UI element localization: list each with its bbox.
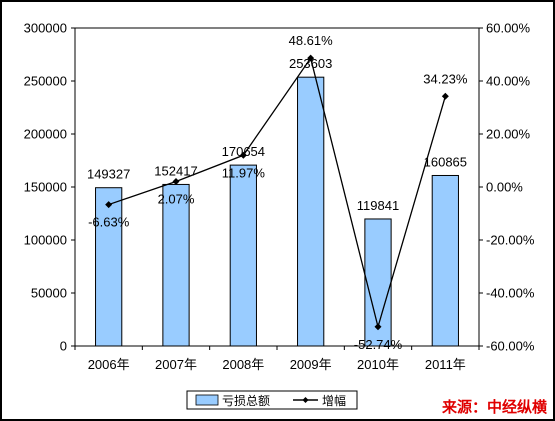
line-data-label: -6.63% [88,215,130,230]
line-data-label: 2.07% [158,192,195,207]
line-point [307,54,315,62]
x-axis-ticks: 2006年 2007年 2008年 2009年 2010年 2011年 [74,346,480,372]
bar [95,187,123,347]
right-tick-label: -60.00% [486,339,535,354]
bar-data-label: 149327 [87,167,130,182]
line-point [374,323,382,331]
bar-data-label: 253603 [289,56,332,71]
legend-line-marker [302,397,309,403]
bar-data-label: 152417 [154,163,197,178]
bar-data-label: 119841 [357,198,399,213]
legend: 亏损总额 增幅 [186,390,358,410]
line-data-label: 11.97% [222,165,266,180]
line-point [441,92,449,100]
left-tick-label: 200000 [24,127,67,142]
line-point [105,201,113,209]
bar [162,183,190,347]
left-tick-label: 250000 [24,74,67,89]
bar [229,164,257,347]
bar-series: 149327 152417 170654 253603 119841 160865 [87,56,467,347]
right-tick-label: -40.00% [486,286,535,301]
bar-data-label: 160865 [424,154,467,169]
line-point [172,178,180,186]
line-data-label: -52.74% [354,337,403,352]
x-tick-label: 2007年 [155,357,197,372]
line-point [239,151,247,159]
left-tick-label: 300000 [24,21,67,36]
line-data-label: 34.23% [423,71,468,86]
right-tick-label: 40.00% [486,74,531,89]
line-data-label: 48.61% [289,33,334,48]
right-tick-label: 20.00% [486,127,531,142]
x-tick-label: 2006年 [88,357,130,372]
left-tick-label: 150000 [24,180,67,195]
source-note: 来源：中经纵横 [441,398,547,416]
plot-area [74,27,480,347]
legend-bar-label: 亏损总额 [222,394,270,408]
left-tick-label: 0 [60,339,67,354]
bar [297,76,325,347]
x-tick-label: 2009年 [290,357,332,372]
legend-line-label: 增幅 [322,393,346,408]
x-tick-label: 2008年 [222,357,264,372]
x-tick-label: 2010年 [357,357,399,372]
x-tick-label: 2011年 [425,357,466,372]
right-tick-label: 0.00% [486,180,523,195]
right-tick-label: 60.00% [486,21,531,36]
bar [431,174,459,347]
right-axis-ticks: -60.00% -40.00% -20.00% 0.00% 20.00% 40.00% 60… [479,21,535,354]
line-series: -6.63% 2.07% 11.97% 48.61% -52.74% 34.23% [88,33,468,352]
legend-bar-swatch [195,394,219,406]
right-tick-label: -20.00% [486,233,535,248]
left-tick-label: 50000 [31,286,67,301]
bar-data-label: 170654 [222,144,265,159]
growth-line [108,56,446,330]
left-tick-label: 100000 [24,233,67,248]
left-axis-ticks: 0 50000 100000 150000 200000 250000 300000 [24,21,75,354]
legend-box [186,390,358,410]
